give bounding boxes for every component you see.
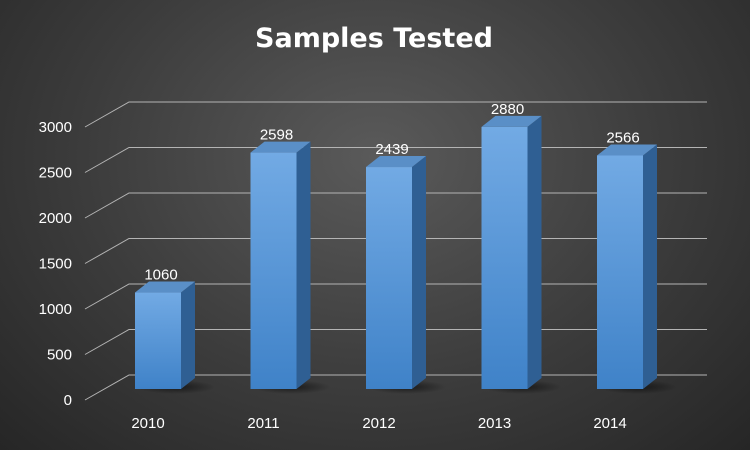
- bar-2013: [481, 115, 562, 394]
- y-tick-label: 2500: [39, 165, 72, 182]
- x-tick-label: 2010: [131, 415, 164, 432]
- gridlines: [84, 101, 707, 401]
- y-tick-label: 1000: [39, 301, 72, 318]
- data-label: 2439: [375, 141, 408, 158]
- x-tick-label: 2011: [247, 415, 279, 432]
- data-label: 2598: [260, 127, 293, 144]
- y-tick-label: 3000: [39, 119, 72, 136]
- x-tick-label: 2013: [478, 415, 511, 432]
- x-tick-label: 2012: [362, 415, 395, 432]
- y-tick-label: 0: [64, 392, 72, 409]
- y-tick-label: 2000: [39, 210, 72, 227]
- data-label: 1060: [144, 267, 177, 284]
- chart-title: Samples Tested: [255, 23, 493, 54]
- gridline: [84, 101, 707, 128]
- bar-2010: [135, 281, 216, 394]
- x-tick-label: 2014: [593, 415, 626, 432]
- bars: [135, 115, 678, 394]
- data-label: 2566: [606, 129, 639, 146]
- bar-2014: [597, 144, 678, 394]
- bar-2011: [250, 141, 331, 394]
- x-axis-ticks: 2010 2011 2012 2013 2014: [131, 415, 626, 432]
- y-tick-label: 500: [47, 347, 72, 364]
- y-tick-label: 1500: [39, 256, 72, 273]
- y-axis-ticks: 0 500 1000 1500 2000 2500 3000: [39, 119, 72, 409]
- data-labels: 1060 2598 2439 2880 2566: [144, 101, 639, 284]
- bar-2012: [366, 156, 447, 394]
- data-label: 2880: [491, 101, 524, 118]
